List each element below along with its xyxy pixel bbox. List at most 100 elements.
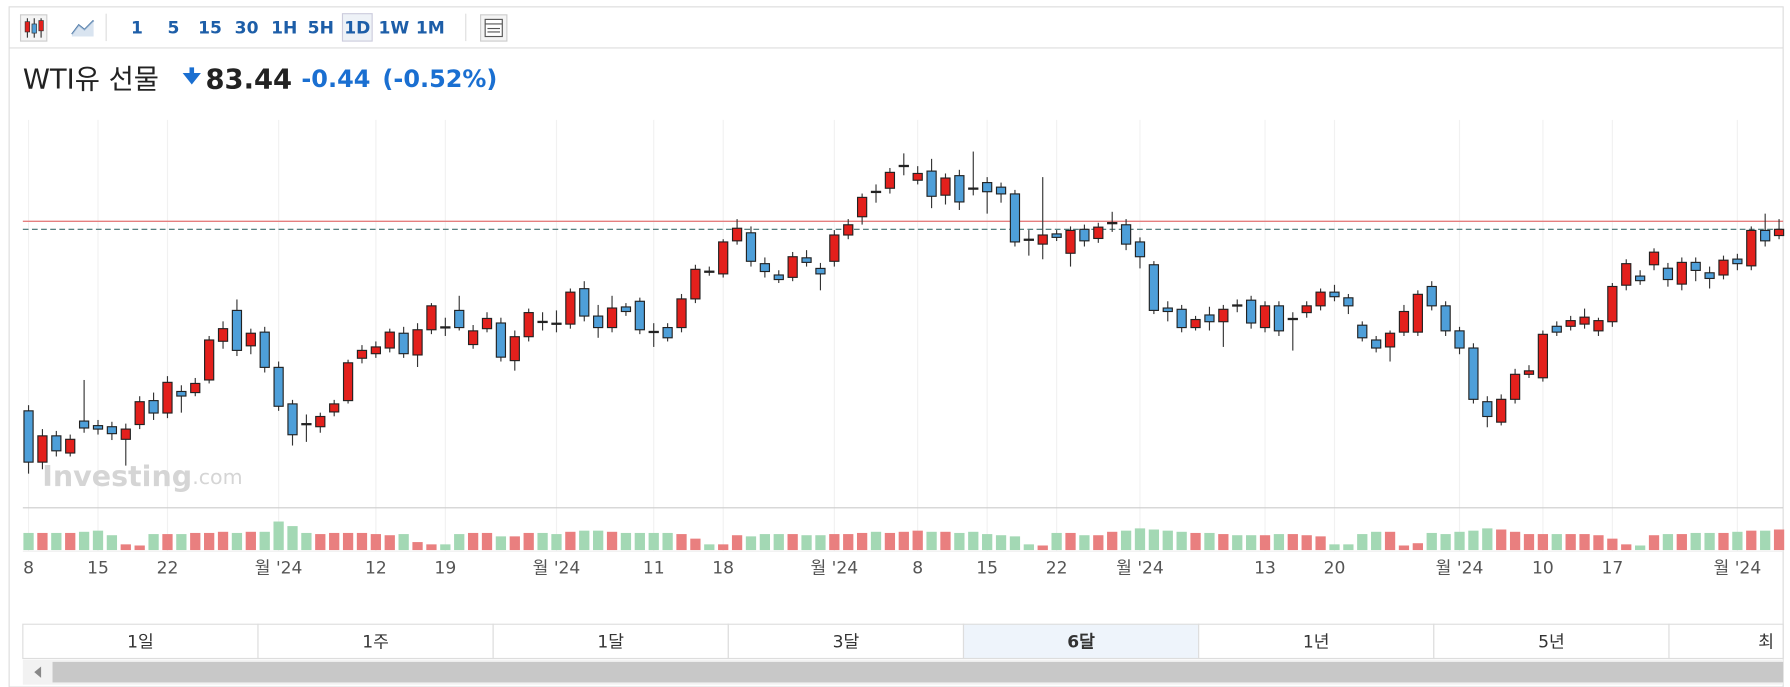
- interval-button[interactable]: 30: [235, 19, 259, 39]
- volume-bar: [1593, 535, 1604, 551]
- candle-body: [1579, 316, 1590, 325]
- x-tick-label: 12: [365, 558, 387, 578]
- candle-body: [1523, 370, 1535, 375]
- range-tab[interactable]: [1433, 623, 1670, 660]
- volume-bar: [1773, 529, 1785, 551]
- candle-body: [509, 336, 520, 362]
- candle-body: [1371, 339, 1382, 349]
- volume-bar: [718, 544, 729, 551]
- range-tab-label[interactable]: 1주: [362, 632, 389, 652]
- range-tab-label[interactable]: 1년: [1303, 632, 1330, 652]
- range-tab[interactable]: [22, 623, 259, 660]
- volume-bar: [1523, 534, 1535, 551]
- candle-body: [982, 182, 993, 193]
- volume-bar: [65, 532, 76, 551]
- candle-body: [1357, 324, 1368, 339]
- watermark-name: Investing: [42, 460, 192, 493]
- volume-bar: [1565, 534, 1576, 551]
- volume-bar: [190, 532, 201, 551]
- scroll-thumb[interactable]: [52, 661, 1784, 683]
- volume-bar: [954, 532, 965, 551]
- candle-body: [579, 288, 590, 317]
- volume-bar: [759, 534, 771, 551]
- range-tab-label[interactable]: 5년: [1538, 632, 1565, 652]
- candle-body: [384, 331, 395, 349]
- x-tick-label: 8: [912, 558, 923, 578]
- range-tab-label[interactable]: 6달: [1067, 631, 1095, 652]
- volume-bar: [1454, 531, 1465, 551]
- price-change: -0.44: [301, 65, 370, 93]
- volume-bar: [1482, 528, 1493, 551]
- candle-body: [1301, 305, 1312, 314]
- line-icon[interactable]: [71, 19, 95, 37]
- x-tick-label: 13: [1254, 558, 1276, 578]
- volume-bar: [495, 536, 507, 551]
- volume-bar: [1093, 535, 1104, 551]
- candle-body: [1482, 401, 1493, 418]
- volume-bar: [620, 532, 632, 551]
- volume-bar: [1468, 530, 1479, 551]
- range-tab[interactable]: [1198, 623, 1435, 660]
- interval-buttons: 1 5 15 30 1H 5H 1D 1W 1M: [131, 13, 445, 42]
- candle-body: [273, 366, 284, 407]
- candle-body: [1746, 229, 1757, 267]
- interval-button[interactable]: 5H: [308, 19, 334, 39]
- volume-bar: [1412, 543, 1423, 551]
- range-tab[interactable]: [727, 623, 965, 660]
- volume-bar: [565, 531, 576, 551]
- volume-bar: [1662, 534, 1674, 551]
- interval-button[interactable]: 1D: [344, 19, 370, 39]
- x-tick-label: 15: [87, 558, 109, 578]
- x-tick-label: 22: [157, 558, 179, 578]
- candle-body: [1704, 272, 1715, 280]
- candle-body: [1412, 293, 1423, 333]
- candle-body: [1162, 307, 1173, 313]
- volume-bar: [676, 534, 687, 551]
- volume-bar: [1107, 531, 1118, 551]
- candle-body: [1607, 285, 1618, 323]
- candle-body: [1565, 320, 1576, 327]
- interval-button[interactable]: 5: [168, 19, 180, 39]
- candle-body: [523, 312, 534, 338]
- interval-button[interactable]: 1H: [271, 19, 297, 39]
- candle-body: [162, 381, 173, 414]
- range-tab-label[interactable]: 1달: [597, 632, 624, 652]
- volume-bar: [634, 532, 645, 551]
- range-tab-label[interactable]: 최: [1758, 632, 1774, 652]
- interval-button[interactable]: 1: [131, 19, 143, 39]
- candle-body: [968, 187, 979, 190]
- range-tab[interactable]: [1668, 623, 1784, 660]
- candle-body: [829, 234, 840, 262]
- volume-bar: [120, 544, 131, 551]
- table-icon[interactable]: [480, 14, 508, 42]
- volume-bar: [648, 532, 659, 551]
- candle-body: [51, 435, 62, 452]
- candle-body: [787, 256, 798, 278]
- interval-button[interactable]: 1M: [416, 19, 445, 39]
- x-tick-label: 11: [643, 558, 665, 578]
- candle-body: [329, 403, 340, 413]
- candle-body: [1065, 229, 1076, 254]
- candle-body: [1148, 264, 1160, 311]
- candle-body: [148, 400, 159, 414]
- candle-body: [481, 317, 493, 330]
- interval-button[interactable]: 15: [198, 19, 222, 39]
- range-tab-selected[interactable]: [962, 623, 1200, 660]
- range-tab-label[interactable]: 3달: [833, 632, 860, 652]
- volume-bar: [1690, 532, 1701, 551]
- scroll-left[interactable]: [34, 666, 42, 678]
- volume-bar: [259, 531, 270, 551]
- volume-bar: [968, 531, 979, 551]
- volume-bar: [509, 536, 520, 551]
- range-tab-label[interactable]: 1일: [127, 632, 154, 652]
- candle-body: [412, 329, 423, 356]
- range-tab[interactable]: [257, 623, 494, 660]
- volume-bar: [176, 534, 187, 551]
- volume-bar: [356, 532, 368, 551]
- volume-bar: [1023, 544, 1034, 551]
- candle-body: [315, 415, 326, 428]
- candle-body: [1107, 222, 1118, 225]
- interval-button[interactable]: 1W: [378, 19, 409, 39]
- x-tick-label: 15: [976, 558, 998, 578]
- candle-icon[interactable]: [19, 14, 48, 42]
